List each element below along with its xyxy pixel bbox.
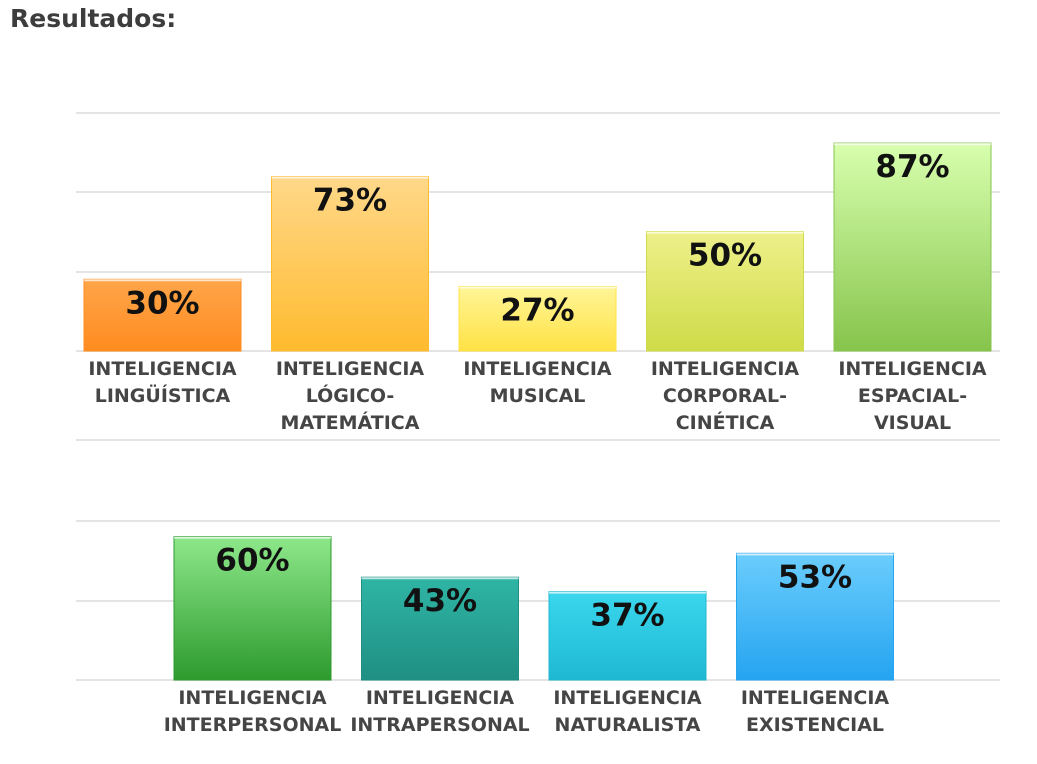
value-label: 43% bbox=[403, 583, 477, 619]
value-label: 60% bbox=[215, 543, 289, 579]
page-title: Resultados: bbox=[10, 4, 177, 33]
value-label: 50% bbox=[688, 238, 762, 274]
value-label: 27% bbox=[500, 292, 574, 328]
chart-top: 30% INTELIGENCIA LINGÜÍSTICA 73% INTELIGENCI… bbox=[76, 112, 1000, 441]
category-label: INTELIGENCIA MUSICAL bbox=[463, 358, 612, 407]
bar bbox=[833, 142, 992, 352]
value-label: 53% bbox=[778, 559, 852, 595]
bar bbox=[548, 591, 707, 681]
value-label: 87% bbox=[875, 149, 949, 185]
category-label: INTELIGENCIA INTRAPERSONAL bbox=[350, 687, 529, 736]
category-label: INTELIGENCIA LINGÜÍSTICA bbox=[88, 358, 237, 407]
value-label: 37% bbox=[590, 598, 664, 634]
category-label: INTELIGENCIA LÓGICO-MATEMÁTICA bbox=[276, 358, 425, 434]
value-label: 30% bbox=[125, 285, 199, 321]
value-label: 73% bbox=[313, 183, 387, 219]
bar bbox=[173, 536, 332, 681]
bar bbox=[646, 231, 804, 352]
chart-bottom: 60% INTELIGENCIA INTERPERSONAL 43% INTELIGEN… bbox=[76, 520, 1000, 736]
category-label: INTELIGENCIA NATURALISTA bbox=[553, 687, 702, 736]
bar bbox=[736, 552, 894, 681]
bar bbox=[271, 176, 429, 352]
category-label: INTELIGENCIA ESPACIAL-VISUAL bbox=[838, 358, 987, 434]
bar bbox=[458, 285, 617, 352]
category-label: INTELIGENCIA INTERPERSONAL bbox=[164, 687, 342, 736]
bar bbox=[83, 278, 242, 352]
category-label: INTELIGENCIA CORPORAL-CINÉTICA bbox=[651, 358, 800, 434]
category-label: INTELIGENCIA EXISTENCIAL bbox=[741, 687, 890, 736]
